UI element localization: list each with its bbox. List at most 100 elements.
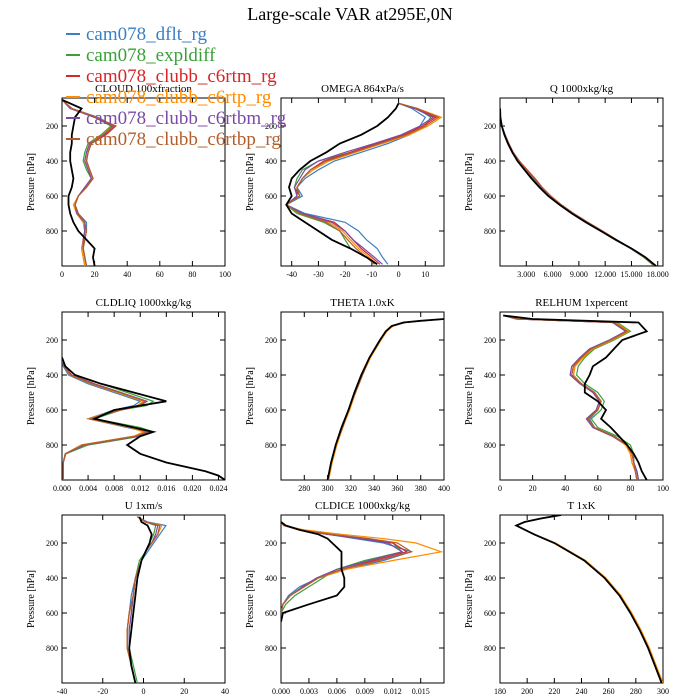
figure-title: Large-scale VAR at295E,0N [247, 4, 452, 24]
x-tick-label: 18.000 [647, 270, 669, 279]
reference-line [326, 318, 444, 480]
y-axis-label: Pressure [hPa] [464, 570, 475, 628]
x-tick-label: 9.000 [570, 270, 588, 279]
x-tick-label: 20 [91, 270, 99, 279]
y-axis-label: Pressure [hPa] [464, 153, 475, 211]
y-tick-label: 400 [265, 157, 277, 166]
series-line-cam078_expldiff [514, 515, 663, 683]
legend-entry: cam078_clubb_c6rtbp_rg [86, 129, 281, 150]
series-line-cam078_clubb_c6rtbm_rg [128, 516, 159, 683]
series-line-cam078_clubb_c6rtm_rg [285, 102, 438, 265]
y-tick-label: 200 [46, 336, 58, 345]
x-tick-label: 0.000 [272, 687, 290, 696]
y-tick-label: 600 [484, 406, 496, 415]
y-axis-label: Pressure [hPa] [245, 367, 256, 425]
series-line-cam078_clubb_c6rtbp_rg [500, 108, 656, 266]
y-tick-label: 400 [46, 371, 58, 380]
y-tick-label: 200 [46, 539, 58, 548]
legend-entry: cam078_clubb_c6rtbm_rg [86, 108, 287, 129]
x-tick-label: 0.006 [328, 687, 346, 696]
y-tick-label: 200 [46, 122, 58, 131]
series-line-cam078_dflt_rg [284, 102, 427, 265]
reference-line [514, 515, 663, 683]
x-tick-label: 300 [657, 687, 669, 696]
series-line-cam078_clubb_c6rtbm_rg [327, 318, 444, 480]
y-tick-label: 200 [484, 122, 496, 131]
series-line-cam078_dflt_rg [327, 318, 444, 480]
x-tick-label: 3.000 [517, 270, 535, 279]
series-line-cam078_expldiff [500, 108, 655, 266]
panel-2: 3.000 6.000 9.000 12.000 15.000 18.000 200 400 6… [464, 83, 669, 279]
x-tick-label: 0.000 [53, 484, 71, 493]
x-tick-label: -40 [57, 687, 68, 696]
x-tick-label: 100 [219, 270, 231, 279]
series-line-cam078_dflt_rg [503, 314, 640, 480]
panel-0: 0 20 40 60 80 100 200 400 600 800 Pressure [hPa] CL… [26, 83, 231, 279]
reference-line [62, 98, 96, 266]
reference-line [62, 357, 225, 480]
y-axis-label: Pressure [hPa] [245, 570, 256, 628]
series-line-cam078_clubb_c6rtbm_rg [62, 99, 114, 266]
series-line-cam078_expldiff [503, 314, 640, 480]
x-tick-label: 400 [438, 484, 450, 493]
plot-frame [499, 514, 664, 684]
x-tick-label: 0.016 [157, 484, 175, 493]
series-line-cam078_dflt_rg [500, 108, 656, 266]
y-tick-label: 600 [46, 192, 58, 201]
series-line-cam078_clubb_c6rtp_rg [503, 314, 638, 480]
series-lines [326, 318, 444, 480]
plot-frame [280, 514, 445, 684]
x-tick-label: 80 [626, 484, 634, 493]
series-line-cam078_clubb_c6rtbp_rg [514, 515, 663, 683]
panel-title: OMEGA 864xPa/s [321, 83, 404, 95]
x-tick-label: 100 [657, 484, 669, 493]
y-tick-label: 600 [484, 192, 496, 201]
series-lines [126, 516, 167, 683]
y-tick-label: 400 [46, 574, 58, 583]
series-line-cam078_clubb_c6rtbp_rg [281, 521, 413, 622]
x-tick-label: 180 [494, 687, 506, 696]
reference-line [128, 516, 153, 683]
reference-line [281, 521, 346, 622]
x-tick-label: 0 [498, 484, 502, 493]
x-tick-label: 60 [594, 484, 602, 493]
y-tick-label: 800 [265, 227, 277, 236]
legend-entry: cam078_expldiff [86, 45, 216, 66]
series-lines [503, 314, 649, 480]
series-lines [62, 357, 225, 480]
y-tick-label: 800 [265, 441, 277, 450]
y-tick-label: 200 [265, 122, 277, 131]
series-line-cam078_clubb_c6rtp_rg [328, 318, 444, 480]
panel-7: 0.000 0.003 0.006 0.009 0.012 0.015 200 400 600 8… [245, 500, 445, 696]
x-tick-label: 0 [142, 687, 146, 696]
y-axis-label: Pressure [hPa] [26, 367, 37, 425]
panel-title: U 1xm/s [125, 500, 163, 512]
series-lines [500, 108, 657, 266]
x-tick-label: -10 [367, 270, 378, 279]
reference-line [503, 314, 649, 480]
series-line-cam078_clubb_c6rtp_rg [514, 515, 663, 683]
x-tick-label: 0.012 [384, 687, 402, 696]
x-tick-label: 280 [298, 484, 310, 493]
x-tick-label: 280 [630, 687, 642, 696]
plot-frame [280, 311, 445, 481]
panel-5: 0 20 40 60 80 100 200 400 600 800 Pressure [hPa] RE… [464, 297, 669, 493]
x-tick-label: 20 [529, 484, 537, 493]
series-line-cam078_clubb_c6rtbm_rg [285, 102, 435, 265]
x-tick-label: 0 [397, 270, 401, 279]
series-line-cam078_expldiff [327, 318, 444, 480]
x-tick-label: 260 [603, 687, 615, 696]
series-line-cam078_clubb_c6rtp_rg [281, 521, 444, 622]
x-tick-label: 40 [221, 687, 229, 696]
x-tick-label: -20 [97, 687, 108, 696]
y-axis-label: Pressure [hPa] [26, 570, 37, 628]
y-tick-label: 800 [484, 227, 496, 236]
y-axis-label: Pressure [hPa] [26, 153, 37, 211]
y-tick-label: 800 [46, 227, 58, 236]
x-tick-label: 0.003 [300, 687, 318, 696]
plot-frame [280, 97, 445, 267]
x-tick-label: 300 [322, 484, 334, 493]
panel-title: RELHUM 1xpercent [535, 297, 628, 309]
plot-frame [499, 97, 664, 267]
